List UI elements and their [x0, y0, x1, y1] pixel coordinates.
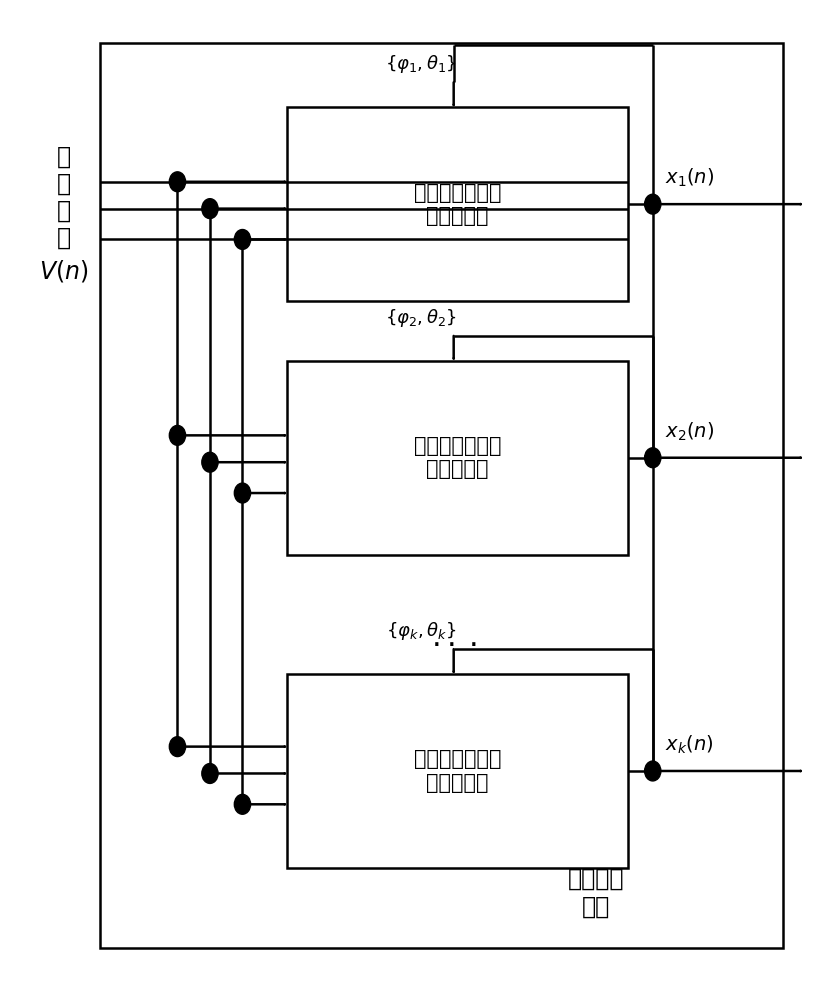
Circle shape	[202, 452, 218, 472]
Circle shape	[202, 199, 218, 219]
Bar	[287, 107, 628, 301]
Circle shape	[234, 230, 250, 249]
Text: 线性约束最小方
差波束成型: 线性约束最小方 差波束成型	[414, 436, 501, 479]
Text: 波达方向
信息: 波达方向 信息	[568, 867, 624, 919]
Circle shape	[169, 737, 186, 757]
Text: 线性约束最小方
差波束成型: 线性约束最小方 差波束成型	[414, 183, 501, 226]
Text: $\cdot\cdot\cdot$: $\cdot\cdot\cdot$	[431, 630, 477, 659]
Text: $x_k(n)$: $x_k(n)$	[665, 734, 713, 756]
Circle shape	[645, 194, 661, 214]
Circle shape	[234, 794, 250, 814]
Text: 阵: 阵	[56, 145, 71, 169]
Text: 号: 号	[56, 225, 71, 249]
Text: $\{\varphi_2,\theta_2\}$: $\{\varphi_2,\theta_2\}$	[385, 307, 457, 329]
Bar	[287, 361, 628, 555]
Bar	[287, 674, 628, 868]
Circle shape	[202, 764, 218, 783]
Text: 线性约束最小方
差波束成型: 线性约束最小方 差波束成型	[414, 749, 501, 793]
Text: $\{\varphi_1,\theta_1\}$: $\{\varphi_1,\theta_1\}$	[385, 53, 457, 75]
Circle shape	[234, 483, 250, 503]
Circle shape	[169, 172, 186, 192]
Circle shape	[169, 425, 186, 445]
Circle shape	[645, 761, 661, 781]
Text: $x_2(n)$: $x_2(n)$	[665, 421, 714, 443]
Circle shape	[645, 448, 661, 468]
Text: 信: 信	[56, 199, 71, 223]
Text: 列: 列	[56, 172, 71, 196]
Bar	[101, 43, 783, 948]
Text: $\{\varphi_k,\theta_k\}$: $\{\varphi_k,\theta_k\}$	[386, 620, 456, 642]
Text: $V(n)$: $V(n)$	[39, 258, 88, 284]
Text: $x_1(n)$: $x_1(n)$	[665, 167, 714, 189]
